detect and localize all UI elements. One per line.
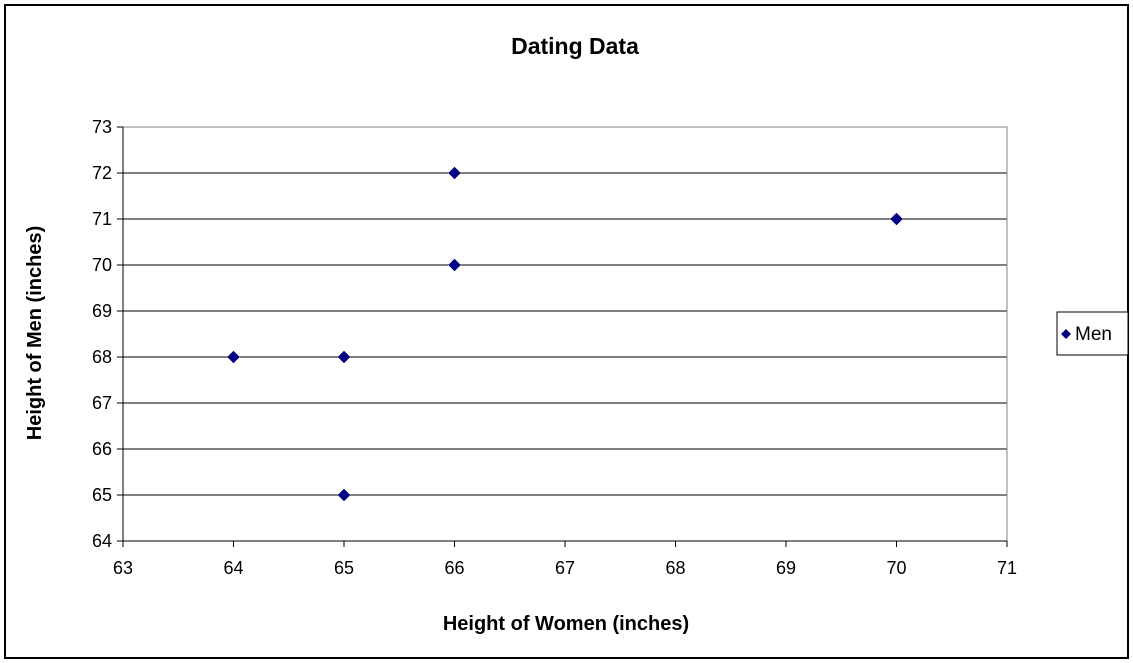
axes bbox=[117, 126, 1008, 547]
chart-frame bbox=[4, 4, 1129, 659]
data-point bbox=[448, 166, 461, 180]
y-tick-labels: 64 65 66 67 68 69 70 71 72 73 bbox=[92, 117, 112, 551]
y-tick-label: 65 bbox=[92, 485, 112, 505]
data-point bbox=[337, 488, 351, 502]
y-tick-label: 64 bbox=[92, 531, 112, 551]
data-points bbox=[227, 166, 903, 502]
x-tick-label: 67 bbox=[555, 558, 575, 578]
legend-label: Men bbox=[1075, 324, 1112, 345]
x-tick-label: 68 bbox=[665, 558, 685, 578]
y-tick-label: 66 bbox=[92, 439, 112, 459]
x-tick-label: 70 bbox=[886, 558, 906, 578]
chart-title: Dating Data bbox=[511, 33, 639, 59]
y-tick-label: 72 bbox=[92, 163, 112, 183]
data-point bbox=[448, 258, 461, 272]
y-tick-label: 67 bbox=[92, 393, 112, 413]
gridlines bbox=[123, 126, 1007, 496]
x-tick-label: 71 bbox=[997, 558, 1017, 578]
x-tick-label: 66 bbox=[444, 558, 464, 578]
x-tick-labels: 63 64 65 66 67 68 69 70 71 bbox=[113, 558, 1017, 578]
x-tick-label: 69 bbox=[776, 558, 796, 578]
x-axis-label: Height of Women (inches) bbox=[443, 613, 689, 635]
legend: Men bbox=[1056, 311, 1129, 356]
x-tick-label: 65 bbox=[334, 558, 354, 578]
data-point bbox=[337, 350, 351, 364]
legend-marker-icon bbox=[1061, 329, 1071, 339]
y-axis-label: Height of Men (inches) bbox=[24, 226, 46, 440]
y-tick-label: 71 bbox=[92, 209, 112, 229]
data-point bbox=[890, 212, 903, 226]
y-tick-label: 73 bbox=[92, 117, 112, 137]
x-tick-label: 63 bbox=[113, 558, 133, 578]
data-point bbox=[227, 350, 240, 364]
plot-area bbox=[122, 126, 1008, 542]
y-tick-label: 69 bbox=[92, 301, 112, 321]
y-tick-label: 70 bbox=[92, 255, 112, 275]
x-tick-label: 64 bbox=[223, 558, 243, 578]
y-tick-label: 68 bbox=[92, 347, 112, 367]
